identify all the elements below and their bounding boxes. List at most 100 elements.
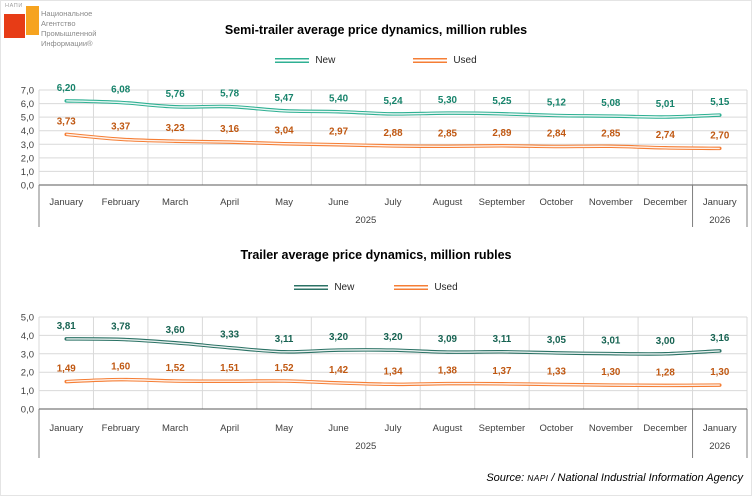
y-axis-label: 3,0 — [21, 349, 34, 360]
logo-red-square — [4, 14, 25, 38]
data-label-used: 1,37 — [492, 366, 512, 377]
data-label-new: 3,11 — [493, 334, 512, 345]
series-line-core-new — [66, 338, 720, 355]
data-label-new: 5,25 — [492, 96, 512, 107]
x-axis-label: May — [275, 423, 293, 434]
series-line-core-new — [66, 100, 720, 118]
legend-line-new-icon — [275, 58, 310, 63]
data-label-new: 5,15 — [710, 97, 730, 108]
data-label-used: 1,49 — [57, 364, 77, 375]
x-axis-label: February — [102, 197, 140, 208]
logo-orange-square — [26, 6, 39, 35]
y-axis-label: 0,0 — [21, 405, 34, 416]
y-axis-label: 6,0 — [21, 99, 34, 110]
series-line-core-used — [66, 378, 720, 387]
x-axis-label: October — [539, 197, 573, 208]
data-label-new: 5,24 — [383, 96, 403, 107]
data-label-new: 3,20 — [329, 332, 349, 343]
chart2-legend: New Used — [1, 282, 751, 293]
data-label-new: 5,76 — [166, 89, 186, 100]
y-axis-label: 3,0 — [21, 140, 34, 151]
data-label-new: 3,78 — [111, 321, 131, 332]
chart2-title: Trailer average price dynamics, million … — [240, 248, 512, 262]
y-axis-label: 4,0 — [21, 126, 34, 137]
x-axis-label: October — [539, 423, 573, 434]
x-axis-label: June — [328, 197, 349, 208]
x-axis-label: April — [220, 423, 239, 434]
data-label-new: 6,20 — [57, 83, 77, 94]
data-label-used: 2,97 — [329, 127, 349, 138]
data-label-used: 2,88 — [383, 128, 403, 139]
data-label-new: 6,08 — [111, 84, 131, 95]
data-label-new: 5,01 — [656, 99, 676, 110]
source-text: / National Industrial Information Agency — [551, 472, 743, 484]
data-label-new: 3,60 — [166, 325, 186, 336]
data-label-used: 1,38 — [438, 366, 458, 377]
y-axis-label: 2,0 — [21, 368, 34, 379]
y-axis-label: 0,0 — [21, 181, 34, 192]
legend-item-used: Used — [413, 55, 477, 66]
series-line-core-used — [66, 133, 720, 150]
data-label-used: 3,73 — [57, 116, 77, 127]
x-axis-label: June — [328, 423, 349, 434]
legend-line-used-icon — [394, 285, 429, 290]
logo-text-line: Информации® — [41, 39, 93, 48]
x-axis-label: April — [220, 197, 239, 208]
data-label-used: 1,60 — [111, 362, 131, 373]
data-label-used: 3,04 — [275, 126, 295, 137]
data-label-used: 1,30 — [601, 367, 621, 378]
data-label-used: 1,52 — [275, 363, 295, 374]
x-axis-label: January — [703, 423, 737, 434]
source-prefix: Source: — [486, 472, 525, 484]
data-label-used: 3,23 — [166, 123, 186, 134]
x-axis-label: July — [385, 423, 402, 434]
x-axis-label: March — [162, 197, 188, 208]
data-label-new: 5,78 — [220, 89, 240, 100]
y-axis-label: 1,0 — [21, 167, 34, 178]
data-label-used: 1,30 — [710, 367, 730, 378]
x-axis-label: September — [479, 423, 525, 434]
x-axis-label: July — [385, 197, 402, 208]
x-axis-label: January — [49, 197, 83, 208]
data-label-new: 3,09 — [438, 334, 458, 345]
x-axis-label: August — [433, 423, 463, 434]
x-axis-label: November — [589, 197, 633, 208]
logo-text: Национальное Агентство Промышленной Инфо… — [41, 9, 97, 49]
data-label-new: 3,33 — [220, 330, 240, 341]
y-axis-label: 5,0 — [21, 113, 34, 124]
data-label-used: 2,84 — [547, 128, 567, 139]
x-axis-label: November — [589, 423, 633, 434]
data-label-used: 3,37 — [111, 121, 131, 132]
x-axis-label: January — [49, 423, 83, 434]
legend-label: New — [334, 282, 355, 293]
y-axis-label: 5,0 — [21, 313, 34, 324]
legend-label: New — [315, 55, 336, 66]
data-label-new: 5,08 — [601, 98, 621, 109]
logo-brand-text: НАПИ — [5, 3, 23, 9]
source-brand: NAPI — [527, 473, 549, 483]
legend-label: Used — [434, 282, 458, 293]
data-label-used: 1,52 — [166, 363, 186, 374]
data-label-used: 2,74 — [656, 130, 676, 141]
chart1-legend: New Used — [1, 55, 751, 66]
year-label: 2026 — [709, 215, 730, 226]
year-label: 2025 — [355, 215, 376, 226]
legend-item-new: New — [294, 282, 354, 293]
source-note: Source: NAPI / National Industrial Infor… — [486, 472, 743, 484]
y-axis-label: 4,0 — [21, 331, 34, 342]
data-label-new: 3,20 — [383, 332, 403, 343]
x-axis-label: December — [643, 197, 687, 208]
data-label-new: 3,00 — [656, 336, 676, 347]
data-label-new: 5,12 — [547, 98, 567, 109]
legend-label: Used — [453, 55, 477, 66]
y-axis-label: 2,0 — [21, 153, 34, 164]
data-label-used: 2,70 — [710, 130, 730, 141]
data-label-new: 3,05 — [547, 335, 567, 346]
x-axis-label: May — [275, 197, 293, 208]
data-label-new: 3,01 — [601, 336, 621, 347]
chart2-plot: 0,0 1,0 2,0 3,0 4,0 5,0 January February March Ap… — [21, 313, 748, 458]
data-label-used: 1,34 — [383, 366, 403, 377]
data-label-new: 3,81 — [57, 321, 77, 332]
